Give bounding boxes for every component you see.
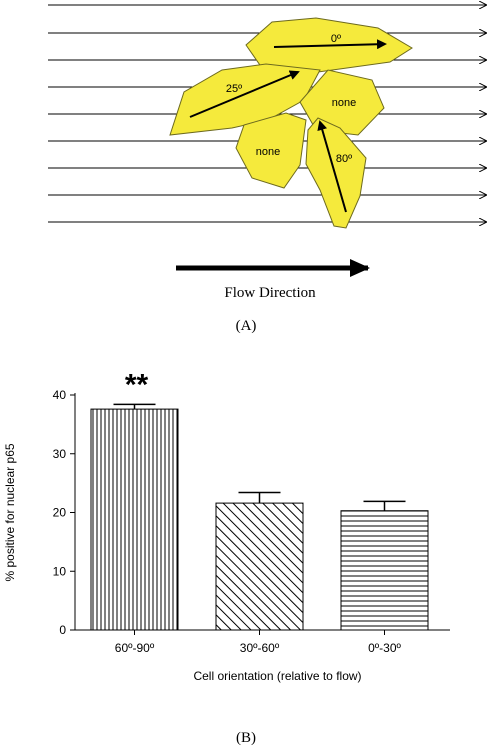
cell-80deg [305, 117, 367, 229]
flow-direction-label: Flow Direction [224, 285, 316, 301]
cell-label-0deg: 0º [331, 33, 341, 45]
y-tick-label: 30 [53, 447, 67, 461]
bar-chart: 0 10 20 30 40 % positive for nuclear p65 60º-9… [3, 368, 450, 683]
cell-arrow-25deg [189, 70, 300, 118]
cell-arrow-0deg [273, 39, 387, 50]
y-tick-label: 20 [53, 506, 67, 520]
panel-b-label: (B) [236, 730, 256, 746]
cell-label-none-right: none [332, 97, 356, 109]
y-tick-label: 0 [59, 623, 66, 637]
flow-diagram: 0º 25º none none 80º [48, 0, 492, 277]
panel-a-label: (A) [235, 318, 257, 334]
y-axis-label: % positive for nuclear p65 [3, 443, 17, 581]
y-tick-label: 10 [53, 564, 67, 578]
x-tick-label: 60º-90º [115, 641, 155, 655]
x-tick-label: 0º-30º [368, 641, 401, 655]
cell-none-left [235, 112, 307, 189]
cell-arrows [189, 39, 387, 213]
bar [90, 408, 179, 631]
cell-arrow-80deg [317, 120, 347, 213]
significance-annotation: ** [125, 368, 149, 401]
cell-label-none-left: none [256, 146, 280, 158]
bar [340, 510, 429, 631]
x-tick-label: 30º-60º [240, 641, 280, 655]
y-tick-label: 40 [53, 388, 67, 402]
bar [215, 502, 304, 631]
cell-label-25deg: 25º [226, 83, 242, 95]
x-axis-label: Cell orientation (relative to flow) [193, 669, 361, 683]
cells [169, 17, 413, 229]
cell-label-80deg: 80º [336, 153, 352, 165]
